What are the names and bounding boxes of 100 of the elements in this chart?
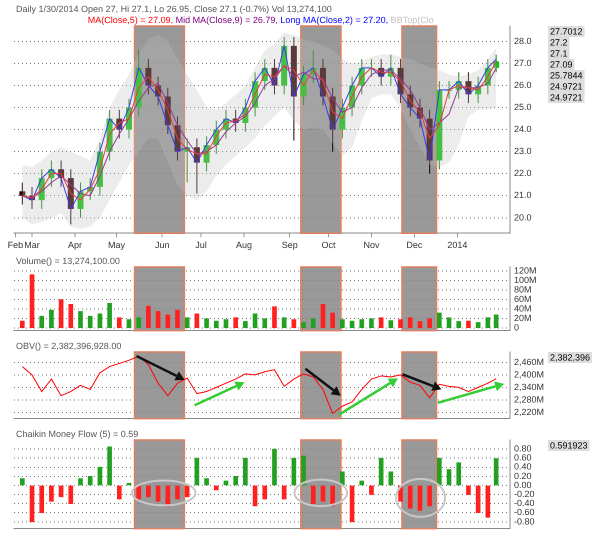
bar bbox=[126, 319, 132, 328]
bar bbox=[456, 321, 462, 328]
bar bbox=[88, 316, 93, 328]
bar bbox=[107, 446, 112, 486]
bar bbox=[126, 482, 132, 486]
bar bbox=[78, 311, 83, 328]
bar bbox=[146, 486, 151, 498]
bar bbox=[388, 471, 394, 486]
bar bbox=[330, 312, 335, 328]
x-tick-label: Feb bbox=[8, 240, 24, 250]
bar bbox=[320, 486, 326, 502]
bar bbox=[456, 462, 462, 486]
bar bbox=[378, 317, 384, 328]
text: 27.09 bbox=[550, 59, 573, 70]
y-tick-label: 27.0 bbox=[514, 58, 532, 68]
x-tick-label: Sep bbox=[282, 240, 298, 250]
bar bbox=[88, 476, 93, 486]
bar bbox=[233, 317, 238, 328]
y-tick-label: 2,460M bbox=[514, 356, 544, 367]
y-tick-label: -0.40 bbox=[514, 498, 535, 508]
bar bbox=[116, 317, 122, 328]
bar bbox=[272, 306, 277, 328]
bar bbox=[437, 458, 442, 486]
bar bbox=[30, 486, 34, 522]
bar bbox=[427, 318, 432, 328]
bar bbox=[408, 486, 413, 508]
y-tick-label: 2,220M bbox=[514, 406, 544, 417]
y-tick-label: 22.0 bbox=[514, 168, 532, 178]
bar bbox=[350, 320, 354, 328]
bar bbox=[437, 312, 442, 328]
bar bbox=[184, 486, 190, 498]
bar bbox=[262, 318, 268, 328]
bar bbox=[494, 314, 498, 328]
y-tick-label: 26.0 bbox=[514, 80, 532, 90]
bar bbox=[446, 317, 452, 328]
bar bbox=[175, 310, 180, 328]
bar bbox=[466, 320, 471, 328]
bar bbox=[136, 317, 142, 328]
bar bbox=[58, 486, 64, 498]
bar bbox=[282, 317, 286, 328]
y-tick-label: 21.0 bbox=[514, 190, 532, 200]
bar bbox=[68, 486, 74, 504]
bar bbox=[427, 486, 432, 506]
text: 0.591923 bbox=[550, 440, 588, 450]
bar bbox=[156, 486, 160, 502]
bar bbox=[292, 319, 296, 328]
bar bbox=[262, 486, 268, 500]
y-tick-label: -0.20 bbox=[514, 489, 535, 500]
bar bbox=[359, 319, 364, 328]
bar bbox=[340, 319, 345, 328]
bar bbox=[224, 480, 228, 486]
bar bbox=[301, 456, 306, 486]
bar bbox=[30, 274, 34, 328]
text: Long MA(Close,2) = 27.20, bbox=[280, 15, 391, 25]
y-tick-label: 2,400M bbox=[514, 369, 544, 380]
bar bbox=[98, 466, 102, 486]
bar bbox=[184, 317, 190, 328]
x-tick-label: Aug bbox=[236, 240, 252, 250]
y-tick-label: 0.60 bbox=[514, 452, 532, 463]
bar bbox=[58, 299, 64, 328]
bar bbox=[292, 458, 296, 486]
bar bbox=[116, 486, 122, 500]
x-tick-label: Jun bbox=[154, 240, 170, 250]
text: MA(Close,5) = 27.09, bbox=[88, 15, 176, 25]
bar bbox=[418, 321, 422, 328]
bar bbox=[107, 303, 112, 328]
legend-label: BBTop(Clo bbox=[390, 15, 436, 25]
bar bbox=[49, 486, 54, 502]
text: 24.9721 bbox=[550, 81, 583, 92]
x-tick-label: Mar bbox=[24, 240, 40, 250]
bar bbox=[369, 318, 374, 328]
bar bbox=[194, 458, 200, 486]
bar bbox=[204, 318, 209, 328]
bar bbox=[243, 321, 248, 328]
y-tick-label: 0.20 bbox=[514, 470, 532, 481]
bar bbox=[233, 476, 238, 486]
bar bbox=[486, 486, 490, 518]
bar bbox=[378, 458, 384, 486]
text: 2,382,396 bbox=[550, 352, 590, 362]
text: Mid MA(Close,9) = 26.79, bbox=[176, 15, 280, 25]
y-tick-label: 20M bbox=[514, 313, 532, 324]
bar bbox=[20, 478, 25, 486]
y-tick-label: 24.0 bbox=[514, 124, 532, 134]
bar bbox=[446, 469, 452, 486]
bar bbox=[476, 486, 480, 514]
y-tick-label: 25.0 bbox=[514, 102, 532, 112]
bar bbox=[165, 314, 170, 328]
bar bbox=[486, 317, 490, 328]
chart-title: Daily 1/30/2014 Open 27, Hi 27.1, Lo 26.95, Close 27.1 (-0.7%) Vol 13,274,100 bbox=[16, 4, 332, 14]
chart-title: Chaikin Money Flow (5) = 0.59 bbox=[16, 429, 138, 439]
text: 24.9721 bbox=[550, 92, 583, 102]
text: 25.7844 bbox=[550, 70, 583, 80]
y-tick-label: 80M bbox=[514, 284, 532, 294]
bar bbox=[39, 486, 44, 514]
bar bbox=[272, 448, 277, 486]
x-tick-label: Jul bbox=[195, 240, 207, 250]
y-tick-label: 0.40 bbox=[514, 462, 532, 472]
bar bbox=[466, 486, 471, 495]
y-tick-label: 60M bbox=[514, 294, 532, 304]
bar bbox=[175, 486, 180, 500]
